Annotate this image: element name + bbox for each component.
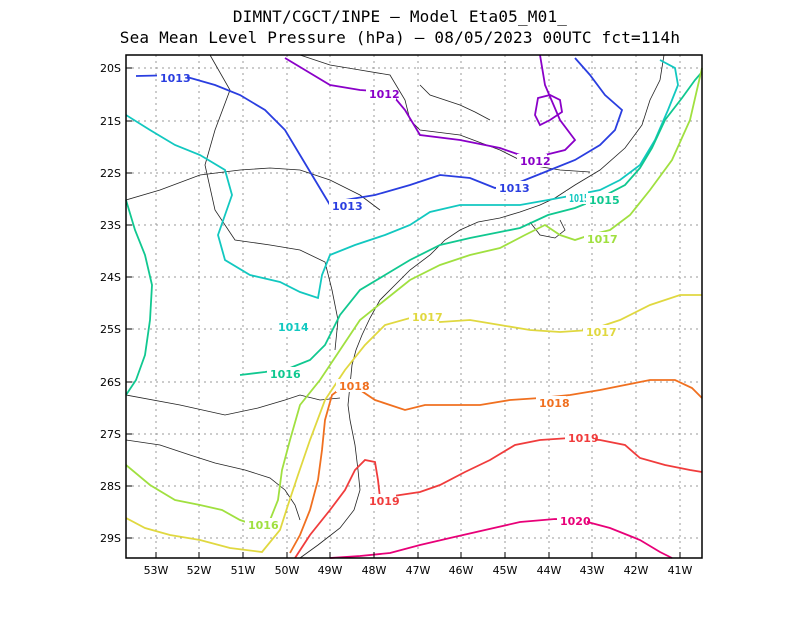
gridlines	[126, 55, 702, 558]
lon-label-51w: 51W	[231, 564, 256, 577]
lat-label-28s: 28S	[100, 480, 121, 493]
contour-label-1015-c: 1016	[270, 368, 301, 381]
lon-label-41w: 41W	[668, 564, 693, 577]
contour-label-1020-a: 1020	[560, 515, 591, 528]
lat-label-26s: 26S	[100, 376, 121, 389]
contour-label-1019-a: 1019	[568, 432, 599, 445]
contour-label-1018-b: 1018	[539, 397, 570, 410]
lat-label-21s: 21S	[100, 115, 121, 128]
coastline-borders	[125, 54, 665, 559]
lon-label-42w: 42W	[624, 564, 649, 577]
contour-label-1014-a: 1014	[278, 321, 309, 334]
lon-label-52w: 52W	[187, 564, 212, 577]
contour-label-1018-a: 1018	[339, 380, 370, 393]
contour-label-1013-a: 1013	[160, 72, 191, 85]
lat-label-27s: 27S	[100, 428, 121, 441]
contour-labels: 1013 1012 1012 1013 1013 1014 1015 1015 …	[157, 71, 620, 532]
lat-label-24s: 24S	[100, 271, 121, 284]
lat-label-25s: 25S	[100, 323, 121, 336]
lat-label-20s: 20S	[100, 62, 121, 75]
contour-label-1019-b: 1019	[369, 495, 400, 508]
lat-labels: 20S 21S 22S 23S 24S 25S 26S 27S 28S 29S	[100, 62, 121, 545]
lat-label-23s: 23S	[100, 219, 121, 232]
contour-label-1012-b: 1012	[520, 155, 551, 168]
lon-label-50w: 50W	[275, 564, 300, 577]
isobar-1015-a	[125, 199, 153, 396]
contour-label-1013-c: 1013	[499, 182, 530, 195]
isobar-1013-a	[135, 57, 624, 207]
isobar-1015-b	[239, 71, 703, 376]
title-line-2: Sea Mean Level Pressure (hPa) – 08/05/20…	[119, 28, 681, 47]
lat-label-29s: 29S	[100, 532, 121, 545]
isobar-1019-a	[294, 437, 703, 559]
isobars	[125, 54, 703, 559]
lon-label-48w: 48W	[362, 564, 387, 577]
lon-label-45w: 45W	[493, 564, 518, 577]
contour-label-1016-b: 1016	[248, 519, 279, 532]
contour-label-1012-a: 1012	[369, 88, 400, 101]
lon-label-49w: 49W	[318, 564, 343, 577]
contour-label-1013-b: 1013	[332, 200, 363, 213]
isobar-1014-a	[125, 59, 679, 300]
lon-label-47w: 47W	[406, 564, 431, 577]
lon-label-43w: 43W	[580, 564, 605, 577]
contour-label-1017-a: 1017	[412, 311, 443, 324]
isobar-1012-a	[284, 54, 577, 156]
map-frame	[125, 54, 703, 559]
contour-label-1016-a: 1017	[587, 233, 618, 246]
lon-label-46w: 46W	[449, 564, 474, 577]
contour-label-1015-b: 1015	[589, 194, 620, 207]
lon-label-53w: 53W	[144, 564, 169, 577]
contour-label-1017-b: 1017	[586, 326, 617, 339]
isobar-1020-a	[329, 518, 673, 559]
isobar-1018-a	[289, 379, 703, 554]
isobar-1016-a	[125, 67, 703, 526]
isobar-1012-b	[534, 94, 563, 127]
lon-label-44w: 44W	[537, 564, 562, 577]
lat-label-22s: 22S	[100, 167, 121, 180]
title-line-1: DIMNT/CGCT/INPE – Model Eta05_M01_	[232, 7, 568, 26]
tick-marks	[126, 67, 681, 558]
contour-label-1015-a: 1015	[569, 192, 589, 205]
lon-labels: 53W 52W 51W 50W 49W 48W 47W 46W 45W 44W …	[144, 564, 693, 577]
